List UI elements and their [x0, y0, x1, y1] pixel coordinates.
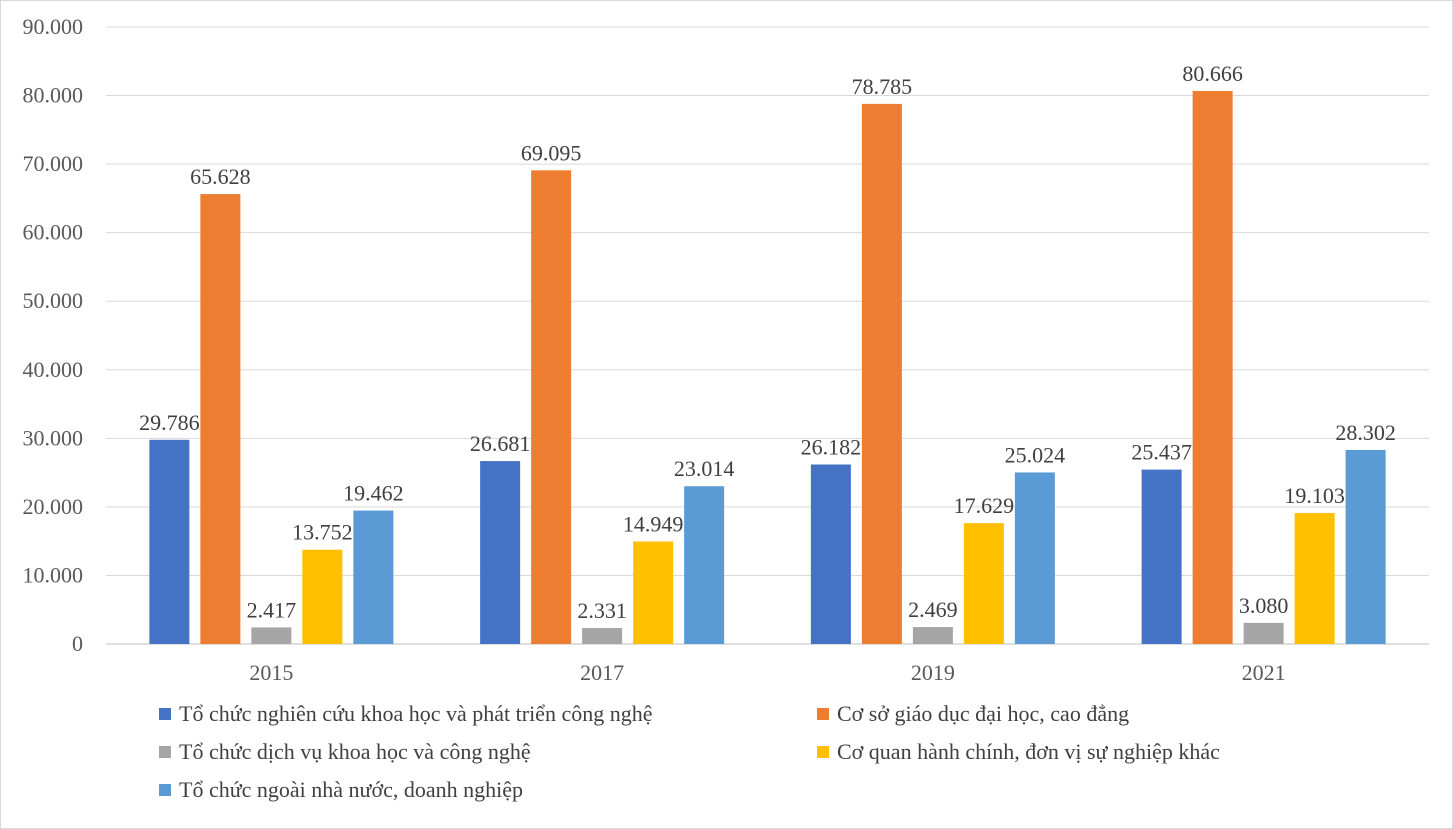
bar — [1141, 469, 1182, 644]
data-label: 26.182 — [801, 435, 862, 460]
data-label: 78.785 — [852, 74, 913, 99]
bar — [353, 510, 394, 644]
bar — [633, 541, 674, 644]
data-label: 2.417 — [247, 597, 297, 622]
legend-swatch — [159, 746, 171, 758]
legend-label: Tổ chức nghiên cứu khoa học và phát triể… — [179, 701, 653, 726]
bar — [684, 486, 725, 644]
legend-item: Tổ chức ngoài nhà nước, doanh nghiệp — [159, 777, 523, 803]
y-tick-label: 50.000 — [23, 288, 84, 313]
legend-swatch — [817, 708, 829, 720]
bar — [251, 627, 292, 644]
bar — [912, 627, 953, 644]
legend-label: Cơ sở giáo dục đại học, cao đẳng — [837, 701, 1130, 726]
bars — [149, 90, 1386, 645]
bar — [480, 461, 521, 644]
bar — [810, 464, 851, 644]
y-tick-label: 90.000 — [23, 14, 84, 39]
bar — [149, 439, 190, 644]
x-tick-label: 2021 — [1242, 660, 1286, 685]
x-tick-label: 2015 — [249, 660, 293, 685]
data-label: 14.949 — [623, 512, 684, 537]
bar — [1345, 449, 1386, 644]
bar — [861, 103, 902, 644]
data-label: 17.629 — [954, 493, 1015, 518]
data-label: 65.628 — [190, 164, 251, 189]
legend-swatch — [817, 746, 829, 758]
legend-swatch — [159, 784, 171, 796]
data-label: 69.095 — [521, 140, 582, 165]
y-tick-label: 20.000 — [23, 494, 84, 519]
legend-label: Tổ chức dịch vụ khoa học và công nghệ — [179, 739, 531, 764]
x-tick-label: 2019 — [911, 660, 955, 685]
legend-label: Cơ quan hành chính, đơn vị sự nghiệp khá… — [837, 739, 1220, 764]
y-tick-label: 70.000 — [23, 151, 84, 176]
bar — [963, 523, 1004, 644]
bar — [1294, 513, 1335, 644]
legend-item: Cơ sở giáo dục đại học, cao đẳng — [817, 701, 1129, 727]
bar — [582, 628, 623, 644]
x-tick-label: 2017 — [580, 660, 624, 685]
data-label: 2.469 — [908, 597, 958, 622]
data-label: 13.752 — [292, 520, 353, 545]
data-label: 23.014 — [674, 456, 735, 481]
legend-item: Tổ chức dịch vụ khoa học và công nghệ — [159, 739, 531, 765]
bar — [200, 194, 241, 644]
data-label: 25.437 — [1131, 440, 1192, 465]
data-label: 25.024 — [1005, 442, 1066, 467]
data-label: 28.302 — [1335, 420, 1396, 445]
data-label: 26.681 — [470, 431, 531, 456]
y-tick-label: 30.000 — [23, 425, 84, 450]
y-tick-label: 0 — [72, 631, 83, 656]
legend-item: Cơ quan hành chính, đơn vị sự nghiệp khá… — [817, 739, 1220, 765]
data-label: 29.786 — [139, 410, 200, 435]
y-tick-label: 60.000 — [23, 220, 84, 245]
bar — [1014, 472, 1055, 644]
bar-chart: 0 10.000 20.000 30.000 40.000 50.000 60.000 70.… — [23, 14, 1429, 685]
data-label: 19.462 — [343, 481, 404, 506]
data-label: 80.666 — [1182, 61, 1243, 86]
data-labels: 29.786 65.628 2.417 13.752 19.462 26.681 69.09… — [139, 61, 1396, 623]
bar — [1192, 90, 1233, 645]
bar — [1243, 622, 1284, 644]
legend-item: Tổ chức nghiên cứu khoa học và phát triể… — [159, 701, 652, 727]
data-label: 3.080 — [1239, 593, 1289, 618]
legend-swatch — [159, 708, 171, 720]
x-axis-category-labels: 2015 2017 2019 2021 — [249, 660, 1285, 685]
data-label: 2.331 — [577, 598, 627, 623]
y-tick-label: 10.000 — [23, 562, 84, 587]
legend-label: Tổ chức ngoài nhà nước, doanh nghiệp — [179, 777, 523, 802]
legend: Tổ chức nghiên cứu khoa học và phát triể… — [159, 701, 1419, 821]
y-axis-tick-labels: 0 10.000 20.000 30.000 40.000 50.000 60.000 70.… — [23, 14, 84, 656]
bar — [302, 549, 343, 644]
y-tick-label: 40.000 — [23, 357, 84, 382]
bar — [531, 170, 572, 645]
y-tick-label: 80.000 — [23, 83, 84, 108]
data-label: 19.103 — [1284, 483, 1345, 508]
